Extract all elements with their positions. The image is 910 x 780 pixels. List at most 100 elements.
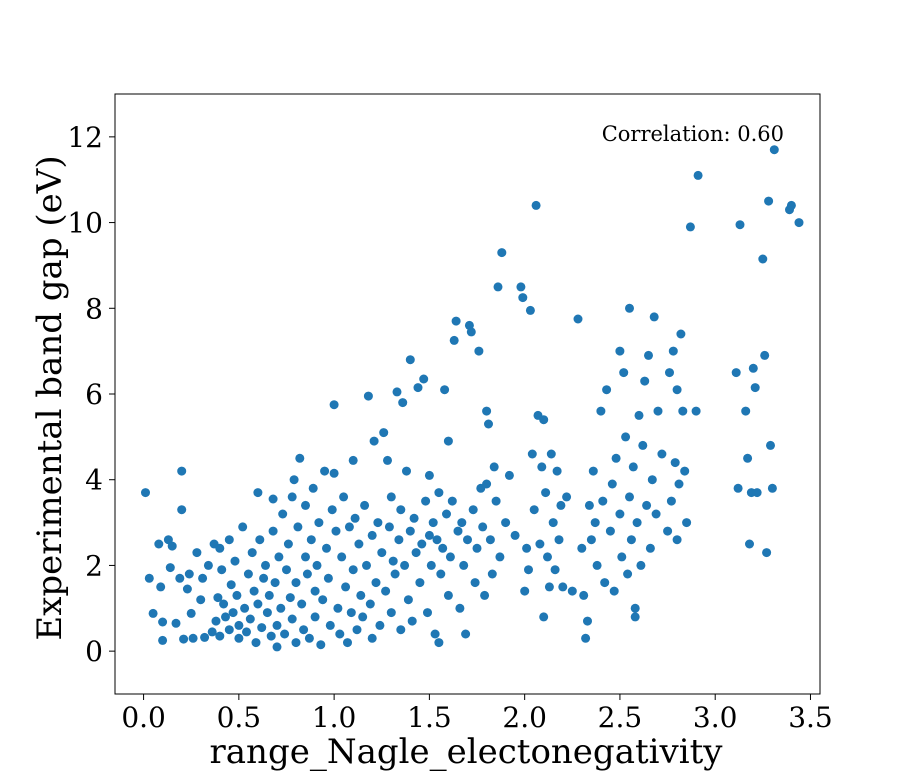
data-point	[626, 535, 636, 545]
data-point	[621, 432, 631, 442]
data-point	[346, 608, 356, 618]
data-point	[491, 496, 501, 506]
data-point	[556, 500, 566, 510]
data-point	[478, 522, 488, 532]
data-point	[310, 612, 320, 622]
data-point	[579, 590, 589, 600]
data-point	[628, 462, 638, 472]
data-point	[356, 590, 366, 600]
data-point	[242, 627, 251, 637]
data-point	[276, 603, 286, 613]
data-point	[657, 449, 667, 459]
data-point	[415, 578, 425, 588]
y-tick-label: 2	[85, 549, 103, 582]
x-tick-label: 3.5	[788, 701, 833, 734]
data-point	[301, 500, 310, 510]
data-point	[611, 453, 621, 463]
data-point	[438, 543, 448, 553]
data-point	[268, 526, 278, 536]
data-point	[636, 560, 646, 570]
data-point	[598, 496, 608, 506]
x-tick-label: 0.0	[121, 701, 166, 734]
data-point	[386, 492, 396, 502]
data-point	[291, 578, 301, 588]
y-tick-label: 4	[85, 464, 103, 497]
data-point	[424, 470, 434, 480]
data-point	[670, 458, 680, 468]
data-point	[316, 640, 326, 650]
data-point	[487, 569, 497, 579]
y-tick-label: 6	[85, 378, 103, 411]
data-point	[766, 440, 775, 450]
data-point	[144, 573, 154, 583]
data-point	[268, 494, 278, 504]
data-point	[434, 638, 444, 648]
data-point	[615, 346, 625, 356]
data-point	[272, 642, 282, 652]
data-point	[240, 603, 250, 613]
data-point	[423, 608, 432, 618]
data-point	[358, 612, 368, 622]
data-point	[733, 483, 743, 493]
data-point	[524, 565, 533, 575]
data-point	[383, 455, 392, 465]
data-point	[625, 303, 634, 313]
data-point	[457, 518, 467, 528]
data-point	[426, 560, 436, 570]
data-point	[234, 620, 244, 630]
data-point	[302, 569, 312, 579]
data-point	[644, 350, 653, 360]
data-point	[682, 518, 692, 528]
data-point	[651, 509, 661, 519]
data-point	[440, 385, 450, 395]
data-point	[224, 625, 234, 635]
data-point	[691, 406, 701, 416]
data-point	[291, 638, 301, 648]
data-point	[251, 638, 261, 648]
data-point	[752, 488, 762, 498]
data-point	[537, 462, 547, 472]
data-point	[274, 552, 284, 562]
data-point	[672, 385, 682, 395]
data-point	[535, 539, 545, 549]
data-point	[430, 629, 440, 639]
data-point	[259, 573, 269, 583]
data-point	[539, 415, 549, 425]
data-point	[543, 552, 552, 562]
data-point	[198, 573, 208, 583]
data-point	[741, 406, 751, 416]
data-point	[299, 625, 309, 635]
data-point	[261, 560, 270, 570]
y-axis-title: Experimental band gap (eV)	[30, 155, 70, 640]
data-point	[343, 638, 352, 648]
data-point	[396, 505, 406, 515]
data-point	[501, 518, 511, 528]
data-point	[493, 282, 503, 292]
data-point	[403, 595, 413, 605]
x-tick-label: 3.0	[693, 701, 738, 734]
data-point	[270, 578, 280, 588]
data-point	[348, 455, 358, 465]
data-points	[141, 145, 804, 652]
data-point	[653, 406, 663, 416]
data-point	[329, 468, 339, 478]
data-point	[562, 492, 572, 502]
data-point	[480, 590, 490, 600]
data-point	[567, 586, 577, 596]
data-point	[623, 569, 633, 579]
data-point	[390, 569, 400, 579]
data-point	[617, 552, 627, 562]
data-point	[238, 522, 248, 532]
data-point	[434, 488, 444, 498]
data-point	[322, 543, 331, 553]
data-point	[219, 599, 229, 609]
data-point	[141, 488, 150, 498]
data-point	[432, 535, 442, 545]
data-point	[630, 603, 640, 613]
data-point	[413, 383, 423, 393]
x-axis-ticks: 0.0 0.5 1.0 1.5 2.0 2.5 3.0 3.5	[121, 694, 833, 734]
data-point	[375, 620, 385, 630]
data-point	[573, 314, 583, 324]
data-point	[665, 368, 674, 378]
